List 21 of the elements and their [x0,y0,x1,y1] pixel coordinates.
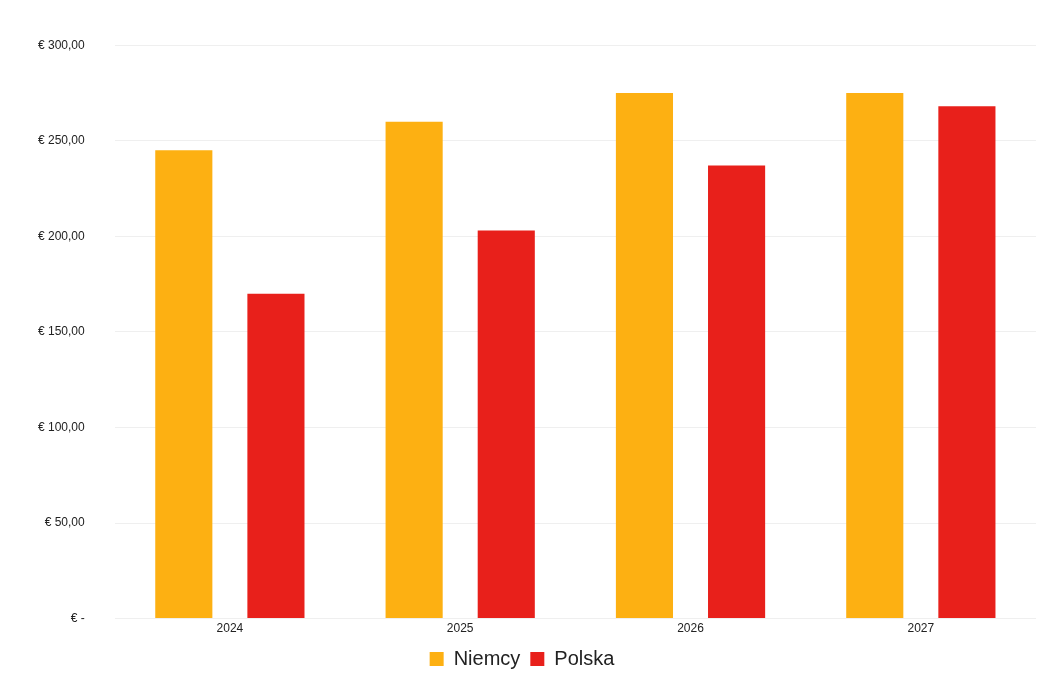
x-tick-label: 2025 [446,621,474,636]
y-tick-label: € 200,00 [37,228,86,243]
x-tick-label: 2024 [216,621,244,636]
y-tick-label: € 100,00 [37,419,86,434]
y-tick-label: € 300,00 [37,37,86,52]
bar [615,92,674,619]
bar [846,92,904,619]
y-tick-label: € 150,00 [37,324,86,339]
bar [477,230,535,619]
bar [938,106,996,619]
bar [155,150,213,619]
legend-label: Niemcy [453,646,521,669]
bar [708,165,766,619]
y-tick-label: € 250,00 [37,133,86,148]
y-tick-label: € 50,00 [44,515,86,530]
x-tick-label: 2026 [677,621,705,636]
legend-label: Polska [554,646,616,669]
bar [247,293,305,619]
y-tick-label: € - [70,610,85,625]
x-tick-label: 2027 [907,621,935,636]
bar [385,121,443,619]
